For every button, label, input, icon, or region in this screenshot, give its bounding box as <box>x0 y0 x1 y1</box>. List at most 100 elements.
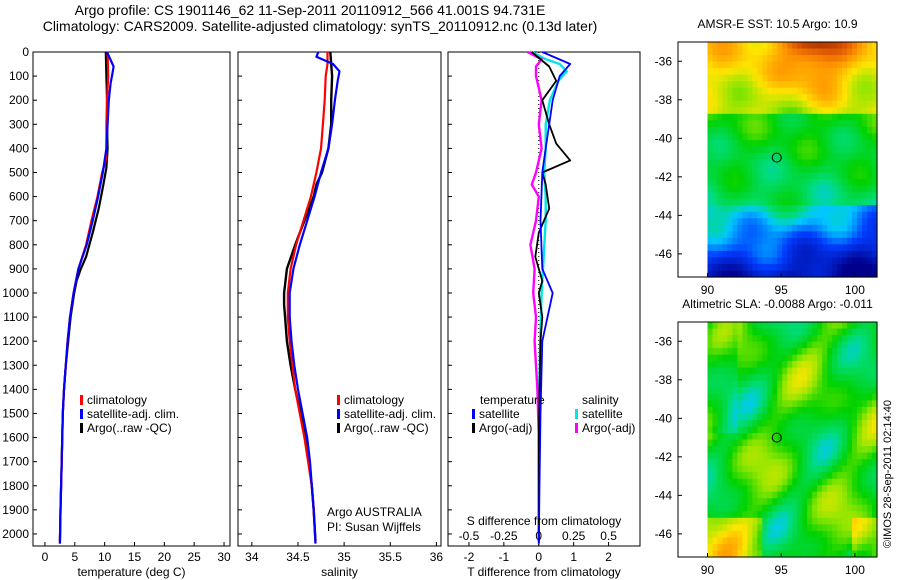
y-tick-label: 1100 <box>3 310 29 324</box>
diff-salinity-legend-swatch <box>575 409 578 419</box>
map-x-tick-label: 95 <box>775 563 789 577</box>
map-x-tick-label: 90 <box>701 563 715 577</box>
salinity-legend-label: satellite-adj. clim. <box>344 407 436 421</box>
top-tick-label: 0.25 <box>562 529 586 543</box>
temperature-legend-swatch <box>80 395 83 405</box>
map-y-tick-label: -42 <box>655 450 673 464</box>
y-tick-label: 500 <box>9 165 29 179</box>
diff-temperature-legend-label: Argo(-adj) <box>479 421 532 435</box>
x-tick-label: 35 <box>337 550 351 564</box>
map-y-tick-label: -46 <box>655 527 673 541</box>
x-tick-label: 10 <box>98 550 112 564</box>
x-tick-label: 25 <box>188 550 202 564</box>
salinity-legend-swatch <box>337 395 340 405</box>
y-tick-label: 1700 <box>2 455 29 469</box>
x-tick-label: -2 <box>464 550 475 564</box>
y-tick-label: 1800 <box>2 479 29 493</box>
map-frame <box>677 41 878 278</box>
diff-salinity-legend-label: Argo(-adj) <box>582 421 635 435</box>
x-tick-label: 1 <box>570 550 577 564</box>
x-tick-label: 0 <box>535 550 542 564</box>
map-x-tick-label: 100 <box>845 283 865 297</box>
temperature-legend-label: climatology <box>87 393 147 407</box>
x-tick-label: 36 <box>430 550 444 564</box>
y-tick-label: 600 <box>9 190 29 204</box>
map-title: Altimetric SLA: -0.0088 Argo: -0.011 <box>682 297 873 311</box>
map-y-tick-label: -36 <box>655 334 673 348</box>
y-tick-label: 1400 <box>2 382 29 396</box>
temperature-legend-swatch <box>80 423 83 433</box>
map-y-tick-label: -46 <box>655 247 673 261</box>
pi-name-text: PI: Susan Wijffels <box>327 520 421 534</box>
x-tick-label: 5 <box>71 550 78 564</box>
x-axis-label: temperature (deg C) <box>77 565 185 579</box>
x-axis-label: salinity <box>321 565 358 579</box>
map-y-tick-label: -40 <box>655 411 673 425</box>
y-tick-label: 1600 <box>2 431 29 445</box>
map-y-tick-label: -42 <box>655 170 673 184</box>
y-tick-label: 800 <box>9 238 29 252</box>
satellite-salinity-line <box>288 51 341 544</box>
climatology-salinity-line <box>286 52 329 544</box>
y-tick-label: 900 <box>9 262 29 276</box>
satellite-temperature-line <box>58 51 115 544</box>
argo-temperature-line <box>58 51 109 542</box>
salinity-legend-label: Argo(..raw -QC) <box>344 421 429 435</box>
map-y-tick-label: -44 <box>655 488 673 502</box>
sla-map-panel: -36 -38 -40 -42 -44 -46 90 95 100 Altimetric SLA:… <box>655 297 878 577</box>
plot-frame <box>32 51 231 547</box>
y-tick-label: 700 <box>9 214 29 228</box>
map-y-tick-label: -36 <box>655 54 673 68</box>
x-tick-label: -1 <box>499 550 510 564</box>
y-tick-label: 1900 <box>2 503 29 517</box>
plot-frame <box>237 51 442 547</box>
temperature-legend-title: temperature <box>480 393 545 407</box>
map-frame <box>677 321 878 558</box>
chart-title-line1: Argo profile: CS 1901146_62 11-Sep-2011 … <box>74 2 546 18</box>
map-title: AMSR-E SST: 10.5 Argo: 10.9 <box>697 17 857 31</box>
top-tick-label: 0 <box>535 529 542 543</box>
map-y-tick-label: -38 <box>655 93 673 107</box>
imos-stamp: ©IMOS 28-Sep-2011 02:14:40 <box>882 400 894 548</box>
y-tick-label: 1200 <box>2 334 29 348</box>
salinity-legend-swatch <box>337 409 340 419</box>
y-tick-label: 1000 <box>2 286 29 300</box>
temperature-satellite-diff-line <box>537 51 572 544</box>
x-axis-label: T difference from climatology <box>467 565 621 579</box>
x-tick-label: 0 <box>42 550 49 564</box>
y-tick-label: 300 <box>9 117 29 131</box>
map-x-tick-label: 90 <box>701 283 715 297</box>
y-tick-label: 1500 <box>2 406 29 420</box>
argo-position-marker <box>771 432 782 443</box>
y-tick-label: 400 <box>9 141 29 155</box>
y-tick-label: 0 <box>22 45 29 59</box>
diff-salinity-legend-swatch <box>575 423 578 433</box>
y-tick-label: 2000 <box>2 527 29 541</box>
x-tick-label: 34.5 <box>286 550 310 564</box>
x-tick-label: 30 <box>217 550 231 564</box>
map-y-tick-label: -40 <box>655 131 673 145</box>
x-tick-label: 35.5 <box>379 550 403 564</box>
top-tick-label: -0.25 <box>490 529 518 543</box>
argo-position-marker <box>771 152 782 163</box>
salinity-legend-swatch <box>337 423 340 433</box>
top-axis-label: S difference from climatology <box>467 514 622 528</box>
map-y-tick-label: -38 <box>655 373 673 387</box>
x-tick-label: 2 <box>605 550 612 564</box>
difference-panel: -2 -1 0 1 2T difference from climatology S di… <box>447 50 641 579</box>
top-tick-label: 0.5 <box>600 529 617 543</box>
salinity-argo-diff-line <box>527 50 544 542</box>
temperature-legend-swatch <box>80 409 83 419</box>
argo-australia-text: Argo AUSTRALIA <box>327 505 422 519</box>
y-tick-label: 200 <box>9 93 29 107</box>
diff-salinity-legend-label: satellite <box>582 407 623 421</box>
diff-temperature-legend-label: satellite <box>479 407 520 421</box>
plot-frame <box>447 51 641 547</box>
salinity-legend-title: salinity <box>582 393 619 407</box>
x-tick-label: 34 <box>245 550 259 564</box>
temperature-argo-diff-line <box>531 51 572 542</box>
sst-map-panel: -36 -38 -40 -42 -44 -46 90 95 100 AMSR-E SST: 10.… <box>655 17 878 297</box>
sla-field <box>707 322 878 558</box>
y-tick-label: 1300 <box>2 358 29 372</box>
